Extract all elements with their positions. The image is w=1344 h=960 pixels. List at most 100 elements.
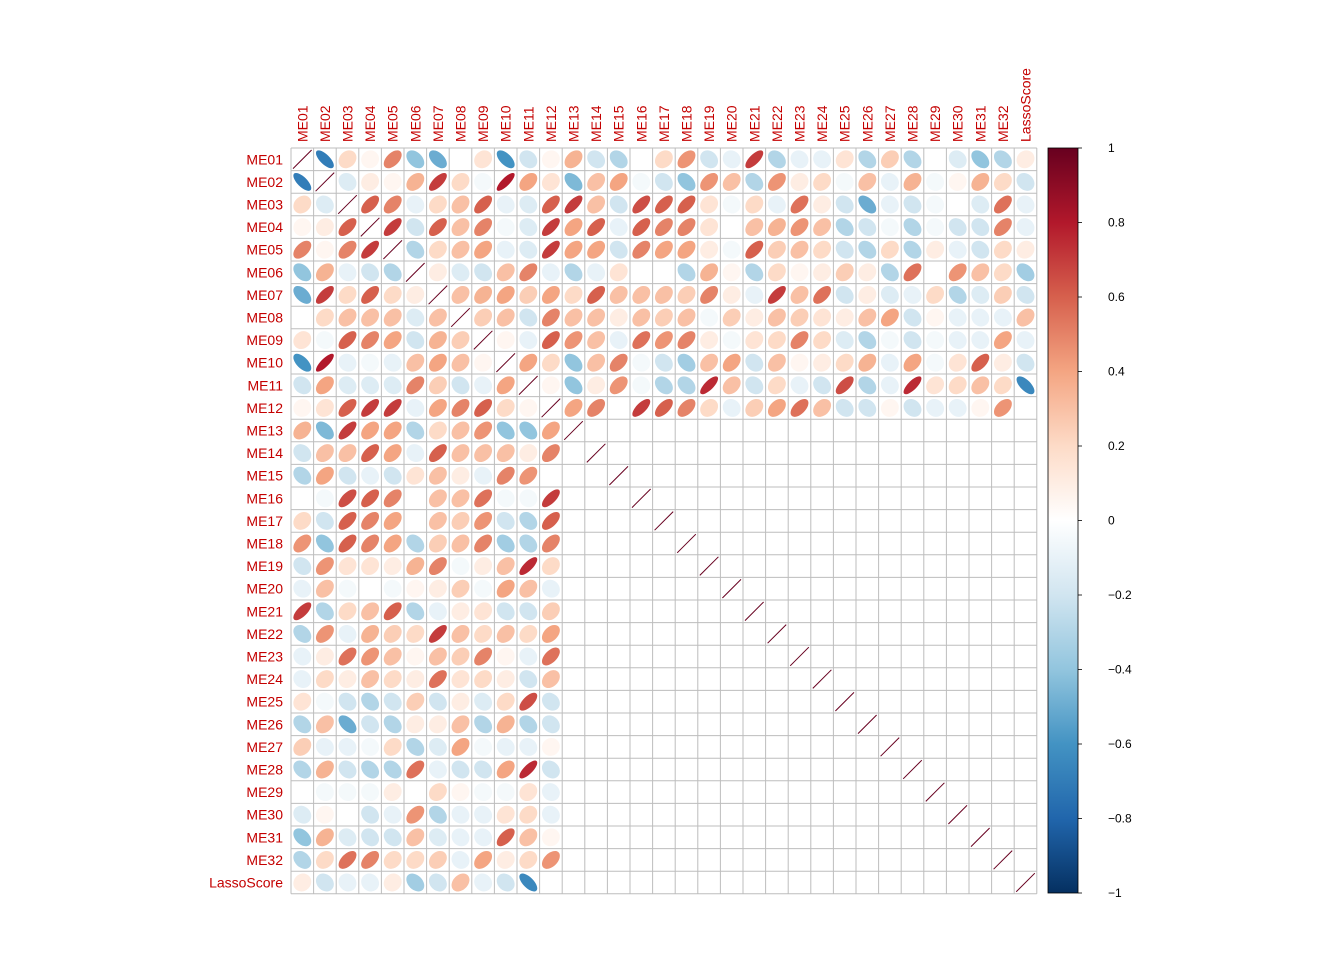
correlation-ellipse	[406, 783, 425, 802]
correlation-ellipse	[971, 850, 990, 869]
correlation-ellipse	[541, 240, 560, 259]
correlation-ellipse	[451, 466, 470, 485]
row-label: ME26	[246, 716, 283, 732]
column-label: ME27	[882, 105, 898, 142]
correlation-ellipse	[496, 150, 515, 169]
correlation-ellipse	[654, 489, 673, 508]
correlation-ellipse	[993, 602, 1012, 621]
correlation-ellipse	[745, 466, 764, 485]
correlation-ellipse	[338, 353, 357, 372]
correlation-ellipse	[926, 466, 945, 485]
correlation-ellipse	[880, 557, 899, 576]
correlation-ellipse	[948, 489, 967, 508]
correlation-ellipse	[903, 737, 922, 756]
correlation-ellipse	[383, 489, 402, 508]
correlation-ellipse	[383, 263, 402, 282]
diagonal-mark	[428, 285, 448, 305]
correlation-ellipse	[383, 624, 402, 643]
correlation-ellipse	[587, 805, 606, 824]
correlation-ellipse	[587, 263, 606, 282]
correlation-ellipse	[519, 444, 538, 463]
correlation-ellipse	[677, 557, 696, 576]
correlation-ellipse	[880, 579, 899, 598]
column-label: ME23	[792, 105, 808, 142]
correlation-ellipse	[767, 308, 786, 327]
correlation-ellipse	[971, 444, 990, 463]
correlation-ellipse	[564, 624, 583, 643]
column-label: ME15	[611, 105, 627, 142]
correlation-ellipse	[361, 489, 380, 508]
correlation-ellipse	[609, 285, 628, 304]
correlation-ellipse	[587, 398, 606, 417]
correlation-ellipse	[609, 308, 628, 327]
correlation-ellipse	[428, 308, 447, 327]
correlation-ellipse	[587, 760, 606, 779]
correlation-ellipse	[519, 331, 538, 350]
correlation-ellipse	[813, 263, 832, 282]
correlation-ellipse	[767, 376, 786, 395]
correlation-ellipse	[858, 466, 877, 485]
correlation-ellipse	[519, 150, 538, 169]
row-label: ME08	[246, 310, 283, 326]
correlation-ellipse	[474, 624, 493, 643]
correlation-ellipse	[474, 489, 493, 508]
correlation-ellipse	[541, 511, 560, 530]
correlation-ellipse	[767, 195, 786, 214]
correlation-ellipse	[880, 285, 899, 304]
correlation-ellipse	[406, 331, 425, 350]
correlation-ellipse	[293, 489, 312, 508]
correlation-ellipse	[1016, 737, 1035, 756]
correlation-ellipse	[677, 692, 696, 711]
correlation-ellipse	[654, 398, 673, 417]
correlation-ellipse	[587, 489, 606, 508]
correlation-ellipse	[428, 602, 447, 621]
correlation-ellipse	[654, 760, 673, 779]
correlation-ellipse	[406, 421, 425, 440]
correlation-ellipse	[293, 873, 312, 892]
correlation-ellipse	[700, 715, 719, 734]
correlation-ellipse	[858, 873, 877, 892]
correlation-ellipse	[903, 534, 922, 553]
correlation-ellipse	[383, 353, 402, 372]
correlation-ellipse	[880, 421, 899, 440]
correlation-ellipse	[790, 783, 809, 802]
correlation-ellipse	[700, 489, 719, 508]
correlation-ellipse	[971, 715, 990, 734]
correlation-ellipse	[1016, 444, 1035, 463]
correlation-ellipse	[428, 331, 447, 350]
correlation-ellipse	[926, 511, 945, 530]
correlation-ellipse	[361, 398, 380, 417]
correlation-ellipse	[519, 353, 538, 372]
correlation-ellipse	[315, 602, 334, 621]
correlation-ellipse	[406, 511, 425, 530]
correlation-ellipse	[496, 760, 515, 779]
diagonal-mark	[744, 601, 764, 621]
correlation-ellipse	[926, 647, 945, 666]
correlation-ellipse	[541, 692, 560, 711]
correlation-ellipse	[451, 195, 470, 214]
colorbar-tick-label: 1	[1108, 141, 1115, 155]
correlation-ellipse	[496, 624, 515, 643]
correlation-ellipse	[474, 873, 493, 892]
correlation-ellipse	[361, 240, 380, 259]
correlation-ellipse	[948, 828, 967, 847]
correlation-ellipse	[948, 534, 967, 553]
correlation-ellipse	[835, 353, 854, 372]
correlation-ellipse	[971, 805, 990, 824]
correlation-ellipse	[632, 511, 651, 530]
correlation-ellipse	[383, 195, 402, 214]
correlation-ellipse	[722, 624, 741, 643]
correlation-ellipse	[813, 737, 832, 756]
correlation-ellipse	[880, 873, 899, 892]
correlation-ellipse	[813, 692, 832, 711]
correlation-ellipse	[790, 511, 809, 530]
correlation-ellipse	[880, 534, 899, 553]
correlation-ellipse	[496, 805, 515, 824]
correlation-ellipse	[903, 398, 922, 417]
correlation-ellipse	[428, 737, 447, 756]
correlation-ellipse	[609, 444, 628, 463]
colorbar-tick-label: 0.4	[1108, 365, 1125, 379]
correlation-ellipse	[677, 218, 696, 237]
correlation-ellipse	[609, 715, 628, 734]
correlation-ellipse	[338, 760, 357, 779]
